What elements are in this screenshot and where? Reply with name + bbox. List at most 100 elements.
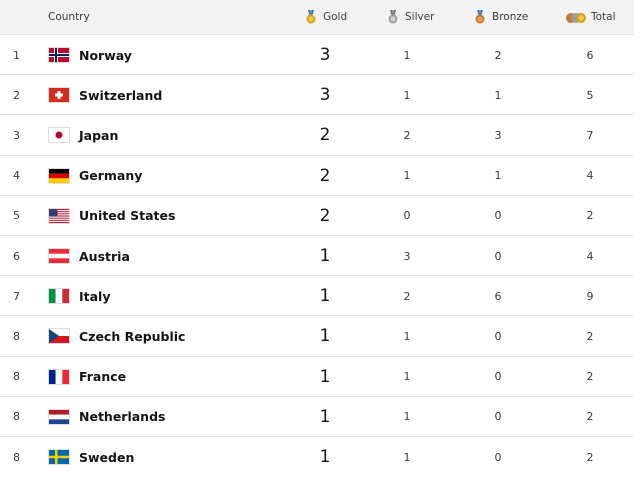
gold-count: 2 [319,165,331,186]
country-name: Netherlands [79,409,166,425]
gold-count: 1 [319,406,331,427]
table-header: Country Gold Silver Bronze Total [0,0,634,34]
rank-cell: 8 [13,450,20,464]
country-name: Japan [79,127,119,143]
gold-count: 1 [319,447,331,467]
rank-cell: 8 [13,329,20,343]
rank-cell: 2 [13,88,20,102]
country-name: Germany [79,168,143,184]
silver-count: 1 [403,169,411,183]
table-row: 8 France 1 1 0 2 [0,355,634,397]
country-name: Italy [79,288,111,304]
rank-cell: 6 [13,249,20,263]
bronze-label: Bronze [492,11,529,23]
bronze-medal-icon [474,10,486,24]
silver-column-header: Silver [387,0,435,34]
silver-count: 3 [403,249,411,263]
total-column-header: Total [566,0,616,34]
table-row: 4 Germany 2 1 1 4 [0,154,634,196]
country-name: Austria [79,248,130,264]
silver-count: 2 [403,128,411,142]
table-row: 7 Italy 1 2 6 9 [0,275,634,316]
czech-flag-icon [48,316,70,356]
norway-flag-icon [48,35,70,75]
rank-cell: 8 [13,410,20,424]
silver-count: 1 [403,450,411,464]
bronze-count: 1 [494,88,502,102]
bronze-count: 1 [494,169,502,183]
gold-column-header: Gold [305,0,347,34]
italy-flag-icon [48,276,70,316]
silver-count: 2 [403,289,411,303]
gold-label: Gold [323,11,348,23]
total-count: 2 [586,370,594,384]
japan-flag-icon [48,115,70,155]
total-count: 4 [586,169,594,183]
total-count: 7 [586,128,594,142]
silver-count: 1 [403,329,411,343]
gold-count: 1 [319,326,331,347]
gold-count: 1 [319,366,331,387]
silver-medal-icon [387,10,399,24]
gold-count: 3 [319,85,331,106]
silver-label: Silver [405,11,435,23]
gold-count: 1 [319,286,331,307]
silver-count: 1 [403,48,411,62]
rank-cell: 3 [13,128,20,142]
country-name: Czech Republic [79,328,186,344]
france-flag-icon [48,357,70,397]
bronze-count: 0 [494,329,502,343]
rank-cell: 5 [13,209,20,223]
germany-flag-icon [48,156,70,196]
sweden-flag-icon [48,437,70,477]
bronze-count: 0 [494,209,502,223]
bronze-count: 0 [494,370,502,384]
switzerland-flag-icon [48,75,70,115]
bronze-count: 0 [494,249,502,263]
silver-count: 1 [403,370,411,384]
country-name: Sweden [79,449,135,465]
table-row: 5 United States 2 0 0 2 [0,194,634,236]
country-name: France [79,369,127,385]
bronze-count: 3 [494,128,502,142]
gold-count: 2 [319,205,331,226]
rank-cell: 4 [13,169,20,183]
table-row: 6 Austria 1 3 0 4 [0,235,634,276]
country-column-header: Country [48,11,90,23]
total-count: 2 [586,410,594,424]
total-count: 6 [586,48,594,62]
rank-cell: 1 [13,48,20,62]
gold-count: 2 [319,125,331,146]
silver-count: 0 [403,209,411,223]
rank-cell: 8 [13,370,20,384]
table-row: 3 Japan 2 2 3 7 [0,114,634,155]
bronze-column-header: Bronze [474,0,528,34]
table-row: 8 Czech Republic 1 1 0 2 [0,315,634,356]
total-label: Total [591,11,616,23]
table-row: 2 Switzerland 3 1 1 5 [0,74,634,115]
total-count: 4 [586,249,594,263]
gold-count: 1 [319,246,331,266]
total-count: 5 [586,88,594,102]
usa-flag-icon [48,196,70,236]
austria-flag-icon [48,236,70,276]
country-name: United States [79,208,176,224]
bronze-count: 2 [494,48,502,62]
netherlands-flag-icon [48,397,70,437]
medals-stack-icon [566,10,586,24]
bronze-count: 0 [494,410,502,424]
country-name: Switzerland [79,87,163,103]
bronze-count: 0 [494,450,502,464]
silver-count: 1 [403,88,411,102]
total-count: 2 [586,329,594,343]
table-row: 8 Sweden 1 1 0 2 [0,436,634,477]
silver-count: 1 [403,410,411,424]
total-count: 2 [586,209,594,223]
total-count: 9 [586,289,594,303]
gold-count: 3 [319,45,331,65]
total-count: 2 [586,450,594,464]
table-row: 1 Norway 3 1 2 6 [0,34,634,75]
bronze-count: 6 [494,289,502,303]
table-row: 8 Netherlands 1 1 0 2 [0,395,634,437]
